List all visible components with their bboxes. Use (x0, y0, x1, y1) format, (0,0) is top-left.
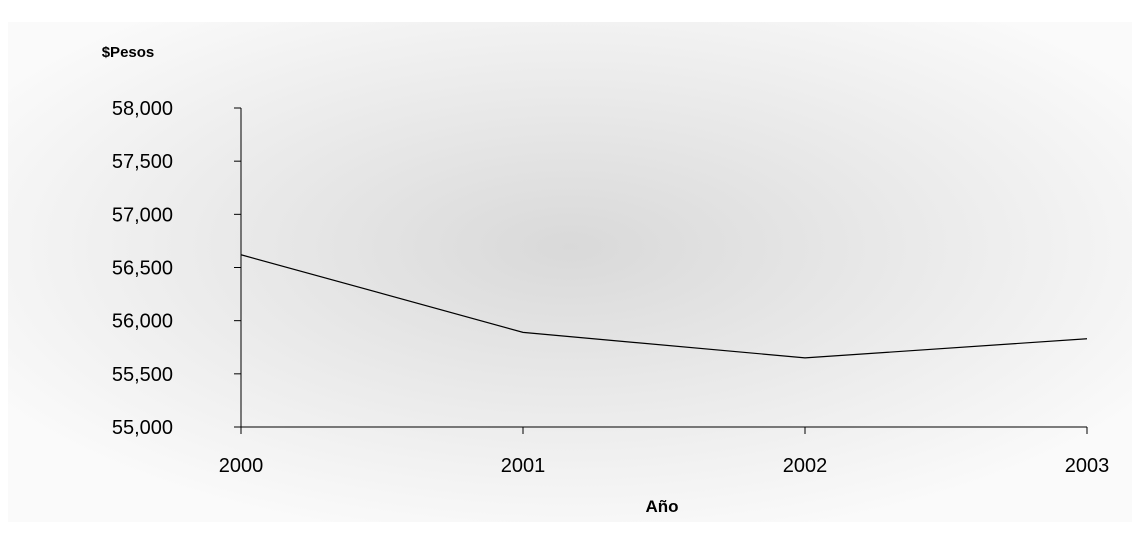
y-axis-label: $Pesos (102, 44, 155, 61)
y-tick-label: 57,500 (112, 151, 173, 173)
series-layer (240, 254, 1088, 359)
y-tick-label: 55,500 (112, 364, 173, 386)
x-tick-label: 2001 (501, 455, 546, 477)
x-tick-label: 2003 (1065, 455, 1110, 477)
x-tick-label: 2000 (219, 455, 264, 477)
y-tick-label: 56,500 (112, 258, 173, 280)
axis-layer (234, 107, 1088, 434)
y-tick-label: 56,000 (112, 311, 173, 333)
y-tick-label: 55,000 (112, 417, 173, 439)
series-line (240, 254, 1088, 359)
x-tick-label: 2002 (783, 455, 828, 477)
x-axis-label: Año (645, 497, 678, 516)
tick-label-layer: 55,000 55,500 56,000 56,500 57,000 57,500 58,0… (112, 98, 1109, 477)
y-tick-label: 57,000 (112, 204, 173, 226)
y-tick-label: 58,000 (112, 98, 173, 120)
chart-area-background (8, 22, 1132, 522)
